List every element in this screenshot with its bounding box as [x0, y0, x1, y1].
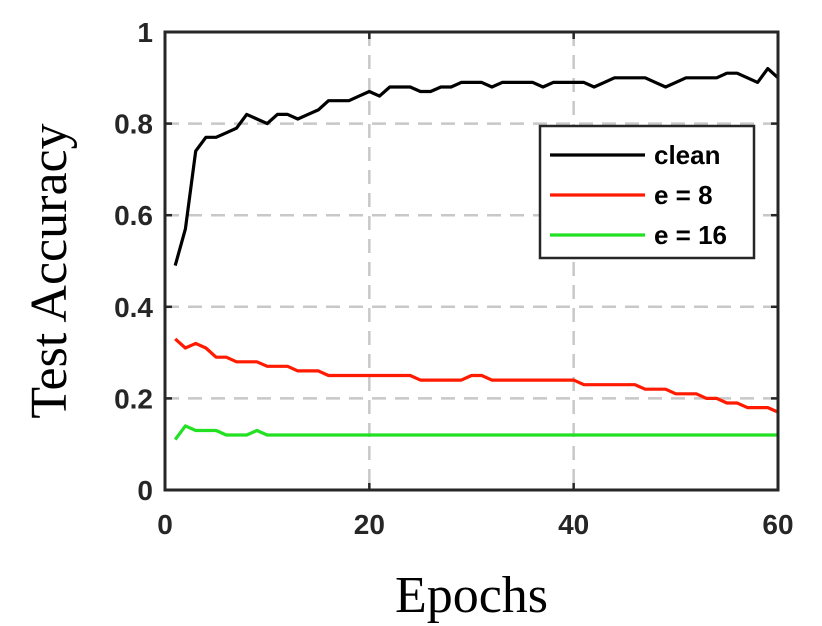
- tick-labels: 0 20 40 60 0 0.2 0.4 0.6 0.8 1: [114, 17, 794, 540]
- legend-label: e = 16: [654, 220, 727, 250]
- series-lines: [173, 66, 780, 441]
- y-tick-label: 0.2: [114, 383, 153, 414]
- x-tick-label: 40: [558, 509, 589, 540]
- y-tick-label: 0.6: [114, 200, 153, 231]
- x-axis-label: Epochs: [395, 567, 548, 624]
- series-line-0: [173, 66, 780, 267]
- series-line-1: [174, 337, 779, 414]
- y-tick-label: 1: [137, 17, 153, 48]
- x-tick-label: 0: [157, 509, 173, 540]
- y-tick-label: 0.8: [114, 109, 153, 140]
- x-tick-label: 20: [354, 509, 385, 540]
- legend: clean e = 8 e = 16: [538, 124, 756, 260]
- y-tick-label: 0: [137, 475, 153, 506]
- grid-lines: [165, 32, 778, 490]
- legend-label: clean: [654, 140, 721, 170]
- x-tick-label: 60: [762, 509, 793, 540]
- legend-label: e = 8: [654, 180, 713, 210]
- plot-frame: [163, 30, 780, 492]
- y-tick-label: 0.4: [114, 292, 153, 323]
- series-line-2: [173, 424, 778, 441]
- y-axis-label: Test Accuracy: [21, 123, 78, 418]
